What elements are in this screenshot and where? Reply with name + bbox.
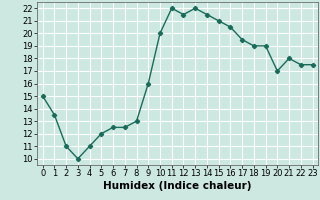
X-axis label: Humidex (Indice chaleur): Humidex (Indice chaleur): [103, 181, 252, 191]
